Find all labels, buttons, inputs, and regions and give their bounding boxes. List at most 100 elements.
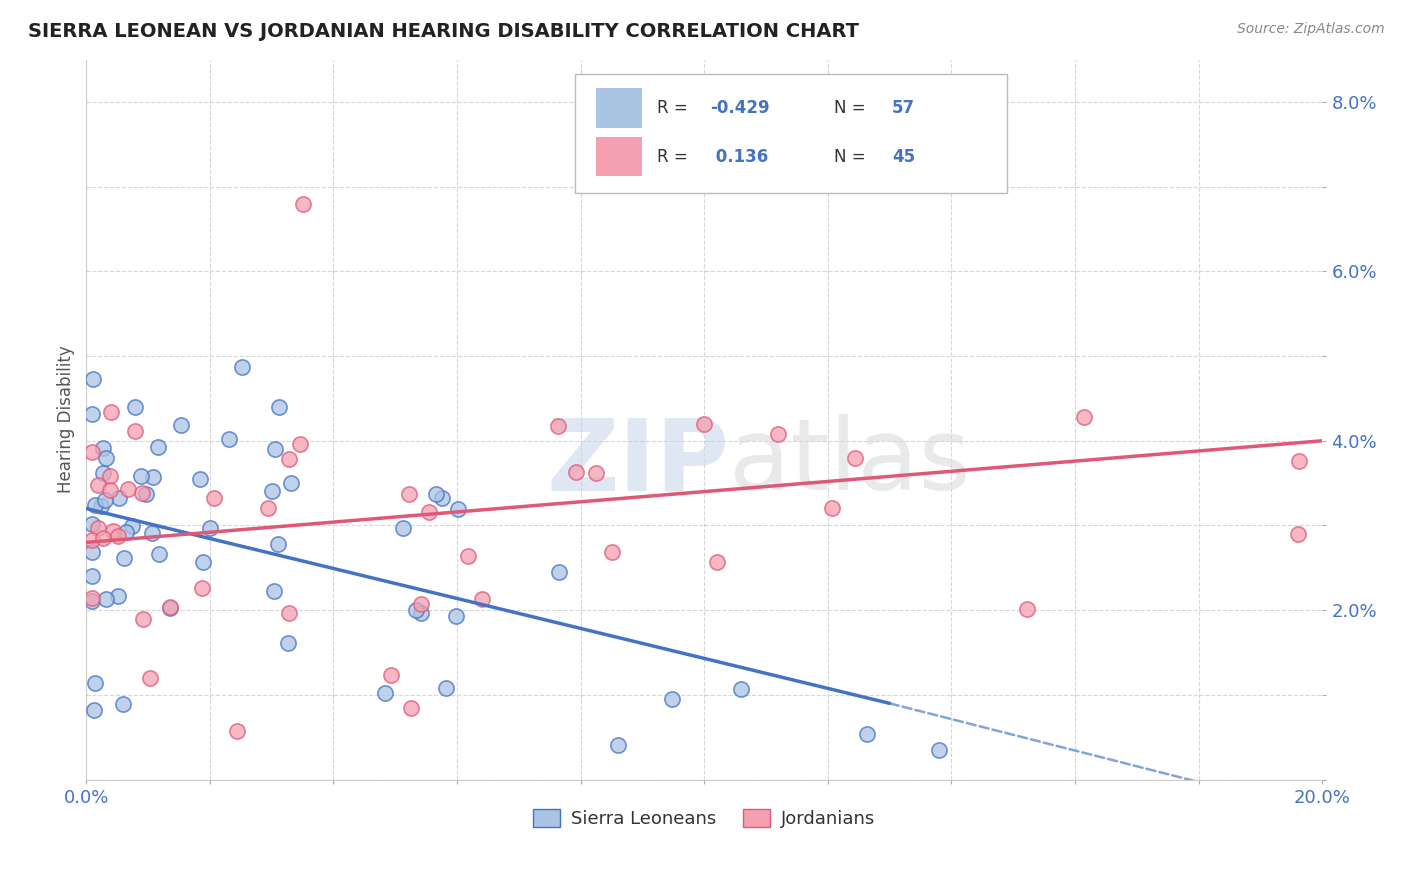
Point — [548, 566, 571, 580]
Point — [115, 525, 138, 540]
Point — [87, 521, 110, 535]
Point — [1286, 527, 1309, 541]
Y-axis label: Hearing Disability: Hearing Disability — [58, 346, 75, 493]
Point — [218, 432, 240, 446]
Point — [202, 491, 225, 505]
Point — [418, 505, 440, 519]
Point — [264, 442, 287, 457]
Point — [135, 487, 157, 501]
Point — [278, 606, 301, 620]
Point — [121, 519, 143, 533]
Point — [200, 521, 222, 535]
Point — [148, 547, 170, 561]
Point — [280, 475, 302, 490]
Point — [277, 636, 299, 650]
Point — [100, 405, 122, 419]
Point — [606, 738, 628, 752]
Point — [83, 703, 105, 717]
Point — [91, 441, 114, 455]
Point — [585, 466, 607, 480]
Point — [159, 600, 181, 615]
Point — [82, 533, 104, 547]
Text: 57: 57 — [893, 99, 915, 117]
Point — [706, 555, 728, 569]
Point — [107, 589, 129, 603]
Point — [434, 681, 457, 695]
Point — [91, 466, 114, 480]
Point — [117, 482, 139, 496]
Point — [124, 425, 146, 439]
Text: atlas: atlas — [728, 414, 970, 511]
Point — [444, 608, 467, 623]
Point — [190, 472, 212, 486]
Point — [425, 487, 447, 501]
Text: ZIP: ZIP — [546, 414, 728, 511]
Point — [277, 452, 299, 467]
Point — [82, 517, 104, 532]
Point — [291, 196, 314, 211]
Text: R =: R = — [658, 99, 693, 117]
Point — [107, 529, 129, 543]
Point — [257, 500, 280, 515]
Bar — [596, 88, 643, 128]
Point — [111, 697, 134, 711]
Point — [170, 417, 193, 432]
Point — [231, 359, 253, 374]
Point — [131, 612, 153, 626]
Point — [82, 545, 104, 559]
Text: 45: 45 — [893, 148, 915, 166]
Point — [600, 545, 623, 559]
Point — [139, 671, 162, 685]
Point — [93, 493, 115, 508]
Text: N =: N = — [834, 148, 870, 166]
Point — [411, 597, 433, 611]
Point — [1073, 410, 1095, 425]
Point — [108, 491, 131, 505]
Point — [447, 502, 470, 516]
Point — [82, 594, 104, 608]
Point — [87, 478, 110, 492]
Legend: Sierra Leoneans, Jordanians: Sierra Leoneans, Jordanians — [526, 802, 883, 836]
FancyBboxPatch shape — [575, 74, 1007, 193]
Text: 0.136: 0.136 — [710, 148, 769, 166]
Point — [547, 419, 569, 434]
Point — [693, 417, 716, 431]
Point — [928, 742, 950, 756]
Point — [821, 501, 844, 516]
Point — [374, 686, 396, 700]
Point — [260, 484, 283, 499]
Point — [411, 607, 433, 621]
Point — [730, 681, 752, 696]
Point — [392, 521, 415, 535]
Point — [1288, 453, 1310, 467]
Point — [131, 485, 153, 500]
Bar — [596, 136, 643, 177]
Point — [112, 550, 135, 565]
Point — [471, 592, 494, 607]
Point — [266, 537, 288, 551]
Point — [82, 407, 104, 421]
Point — [457, 549, 479, 564]
Point — [856, 726, 879, 740]
Point — [94, 451, 117, 466]
Point — [90, 499, 112, 513]
Point — [84, 498, 107, 512]
Point — [380, 667, 402, 681]
Point — [766, 427, 789, 442]
Point — [98, 483, 121, 497]
Point — [430, 491, 453, 505]
Point — [191, 555, 214, 569]
Point — [564, 466, 586, 480]
Point — [290, 437, 312, 451]
Point — [146, 440, 169, 454]
Point — [142, 470, 165, 484]
Point — [93, 531, 115, 545]
Point — [82, 445, 104, 459]
Point — [405, 603, 427, 617]
Point — [82, 569, 104, 583]
Point — [82, 591, 104, 605]
Text: Source: ZipAtlas.com: Source: ZipAtlas.com — [1237, 22, 1385, 37]
Point — [159, 600, 181, 615]
Text: R =: R = — [658, 148, 693, 166]
Point — [269, 401, 291, 415]
